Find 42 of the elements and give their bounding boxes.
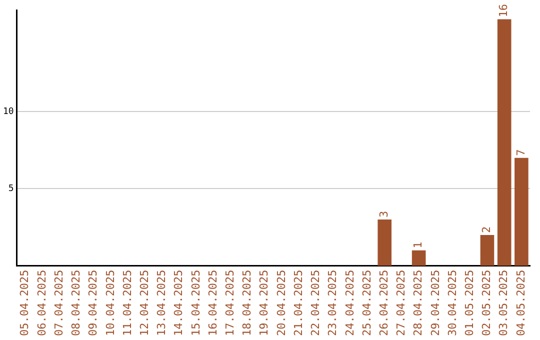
bar <box>412 250 426 266</box>
x-tick-label: 27.04.2025 <box>394 270 408 336</box>
y-tick-label: 10 <box>2 107 14 118</box>
x-tick-label: 03.05.2025 <box>497 270 510 336</box>
x-tick-label: 10.04.2025 <box>104 270 117 336</box>
x-tick-label: 25.04.2025 <box>360 270 374 336</box>
data-label: 1 <box>412 242 425 248</box>
x-tick-label: 01.05.2025 <box>462 270 476 336</box>
x-tick-label: 29.04.2025 <box>428 270 442 336</box>
x-tick-label: 09.04.2025 <box>86 270 100 336</box>
data-label: 2 <box>480 226 494 233</box>
data-label: 16 <box>497 4 510 18</box>
x-tick-label: 14.04.2025 <box>172 270 186 336</box>
x-tick-label: 05.04.2025 <box>18 270 32 336</box>
bar <box>514 158 528 266</box>
x-tick-label: 15.04.2025 <box>189 270 202 336</box>
x-tick-label: 24.04.2025 <box>343 270 356 336</box>
x-tick-label: 23.04.2025 <box>326 270 340 336</box>
x-tick-label: 17.04.2025 <box>224 270 237 336</box>
data-label: 3 <box>377 210 390 218</box>
x-tick-label: 08.04.2025 <box>70 270 83 336</box>
x-tick-label: 16.04.2025 <box>206 270 220 336</box>
x-tick-label: 02.05.2025 <box>480 270 494 336</box>
x-tick-label: 18.04.2025 <box>240 270 254 336</box>
bar <box>480 234 494 266</box>
bar <box>497 19 512 266</box>
x-tick-label: 20.04.2025 <box>274 270 288 336</box>
bar <box>378 220 392 266</box>
x-tick-label: 11.04.2025 <box>120 270 134 336</box>
x-tick-label: 22.04.2025 <box>309 270 322 336</box>
x-tick-label: 26.04.2025 <box>377 270 390 336</box>
x-tick-label: 06.04.2025 <box>35 270 48 336</box>
x-tick-label: 12.04.2025 <box>138 270 151 336</box>
x-tick-label: 19.04.2025 <box>258 270 271 336</box>
x-tick-label: 07.04.2025 <box>52 270 66 336</box>
data-label: 7 <box>514 149 528 156</box>
x-tick-label: 30.04.2025 <box>446 270 459 336</box>
x-tick-label: 13.04.2025 <box>155 270 168 336</box>
x-tick-label: 28.04.2025 <box>412 270 425 336</box>
x-tick-label: 04.05.2025 <box>514 270 528 336</box>
y-tick-label: 5 <box>8 184 14 194</box>
x-tick-label: 21.04.2025 <box>292 270 305 336</box>
